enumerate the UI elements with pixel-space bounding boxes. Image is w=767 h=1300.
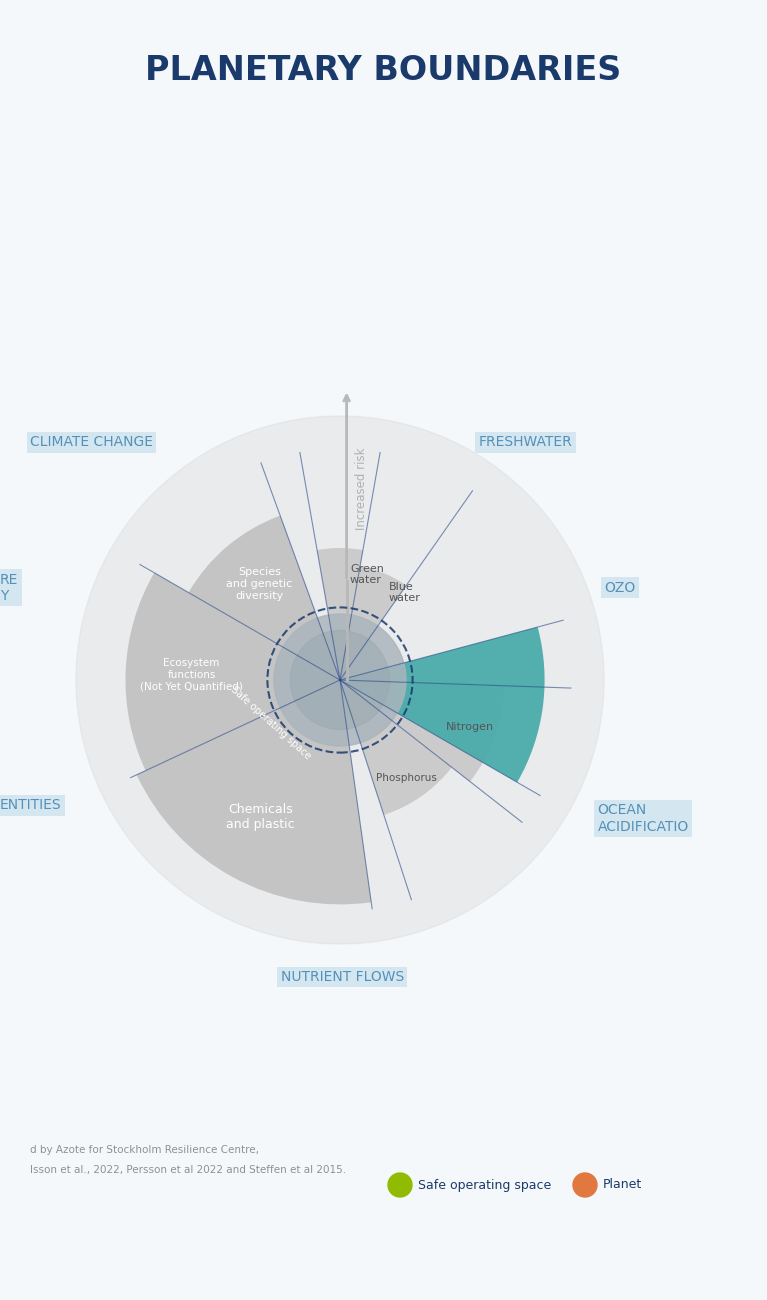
- Circle shape: [76, 416, 604, 944]
- Text: Safe operating space: Safe operating space: [418, 1179, 551, 1192]
- Text: Phosphorus: Phosphorus: [376, 774, 437, 784]
- Text: Nitrogen: Nitrogen: [446, 723, 494, 732]
- Text: OCEAN
ACIDIFICATIO: OCEAN ACIDIFICATIO: [597, 803, 689, 833]
- Wedge shape: [317, 549, 363, 680]
- Wedge shape: [340, 680, 505, 781]
- Wedge shape: [126, 573, 340, 771]
- Circle shape: [388, 1173, 412, 1197]
- Wedge shape: [340, 680, 452, 815]
- Text: Chemicals
and plastic: Chemicals and plastic: [226, 803, 295, 831]
- Text: Species
and genetic
diversity: Species and genetic diversity: [226, 567, 292, 601]
- Text: Planet: Planet: [603, 1179, 642, 1192]
- Text: RE
Y: RE Y: [0, 572, 18, 603]
- Text: OZO: OZO: [604, 581, 635, 594]
- Text: PLANETARY BOUNDARIES: PLANETARY BOUNDARIES: [146, 53, 621, 87]
- Circle shape: [573, 1173, 597, 1197]
- Text: NUTRIENT FLOWS: NUTRIENT FLOWS: [281, 970, 404, 984]
- Text: ENTITIES: ENTITIES: [0, 798, 61, 812]
- Wedge shape: [189, 516, 340, 680]
- Text: Ecosystem
functions
(Not Yet Quantified): Ecosystem functions (Not Yet Quantified): [140, 658, 243, 692]
- Circle shape: [291, 630, 390, 729]
- Wedge shape: [340, 567, 407, 680]
- Text: Increased risk: Increased risk: [354, 447, 367, 530]
- Text: Safe operating space: Safe operating space: [229, 685, 312, 762]
- Text: d by Azote for Stockholm Resilience Centre,: d by Azote for Stockholm Resilience Cent…: [30, 1145, 259, 1154]
- Text: CLIMATE CHANGE: CLIMATE CHANGE: [30, 436, 153, 450]
- Circle shape: [274, 614, 406, 746]
- Wedge shape: [137, 680, 371, 905]
- Text: lsson et al., 2022, Persson et al 2022 and Steffen et al 2015.: lsson et al., 2022, Persson et al 2022 a…: [30, 1165, 346, 1175]
- Text: Green
water: Green water: [350, 564, 384, 585]
- Wedge shape: [340, 627, 545, 783]
- Text: FRESHWATER: FRESHWATER: [479, 436, 572, 450]
- Text: Blue
water: Blue water: [389, 582, 421, 603]
